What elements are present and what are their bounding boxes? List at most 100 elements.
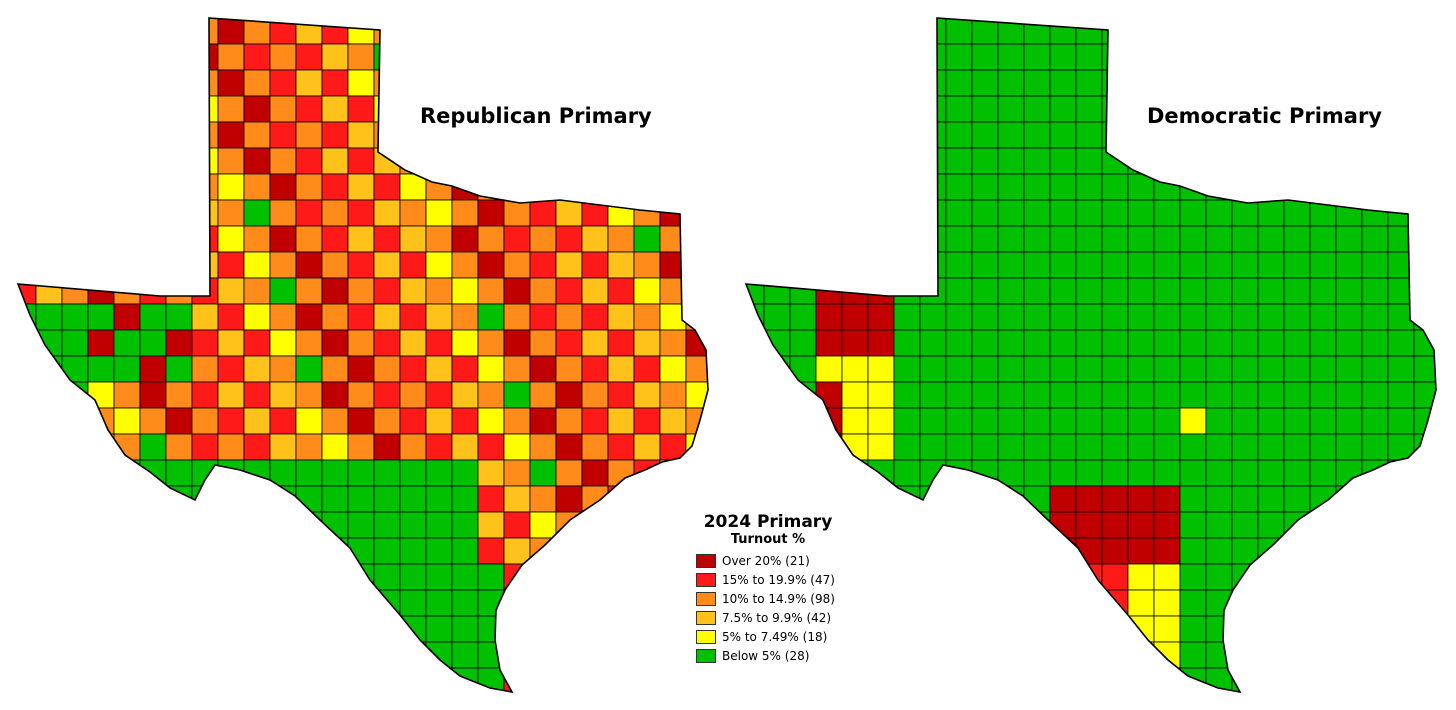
county <box>1127 589 1155 617</box>
county <box>581 641 609 669</box>
county <box>971 199 999 227</box>
county <box>399 485 427 513</box>
county <box>581 277 609 305</box>
county <box>763 43 791 71</box>
county <box>529 147 557 175</box>
county <box>815 433 843 461</box>
county <box>1309 459 1337 487</box>
county <box>919 199 947 227</box>
county <box>1361 225 1389 253</box>
county <box>746 121 765 149</box>
county <box>451 303 479 331</box>
county <box>997 199 1025 227</box>
county <box>35 69 63 97</box>
county <box>893 329 921 357</box>
county <box>945 251 973 279</box>
county <box>581 43 609 71</box>
county <box>867 589 895 617</box>
county <box>841 667 869 692</box>
county <box>1049 563 1077 591</box>
county <box>321 485 349 513</box>
county <box>815 303 843 331</box>
county <box>87 329 115 357</box>
county <box>61 43 89 71</box>
county <box>1205 43 1233 71</box>
county <box>425 563 453 591</box>
county <box>1023 459 1051 487</box>
county <box>1179 199 1207 227</box>
county <box>425 355 453 383</box>
county <box>18 329 37 357</box>
county <box>1361 667 1389 692</box>
county <box>1179 18 1207 45</box>
county <box>763 251 791 279</box>
legend-item: 15% to 19.9% (47) <box>696 570 846 589</box>
county <box>1205 563 1233 591</box>
county <box>217 277 245 305</box>
county <box>191 69 219 97</box>
county <box>269 225 297 253</box>
county <box>139 563 167 591</box>
county <box>1335 18 1363 45</box>
county <box>217 381 245 409</box>
county <box>1023 18 1051 45</box>
county <box>1179 329 1207 357</box>
county <box>87 199 115 227</box>
county <box>1283 511 1311 539</box>
county <box>1283 329 1311 357</box>
county <box>867 485 895 513</box>
county <box>139 121 167 149</box>
county <box>581 173 609 201</box>
county <box>1362 694 1388 710</box>
county <box>1179 433 1207 461</box>
county <box>1257 563 1285 591</box>
county <box>295 277 323 305</box>
county <box>503 537 531 565</box>
county <box>1361 537 1389 565</box>
county <box>945 199 973 227</box>
county <box>1387 485 1415 513</box>
county <box>295 563 323 591</box>
county <box>1153 407 1181 435</box>
county <box>1387 641 1415 669</box>
county <box>165 225 193 253</box>
county <box>555 43 583 71</box>
county <box>945 537 973 565</box>
county <box>1335 173 1363 201</box>
county <box>321 69 349 97</box>
county <box>867 563 895 591</box>
county <box>893 303 921 331</box>
county <box>1309 147 1337 175</box>
county <box>1023 407 1051 435</box>
county <box>139 199 167 227</box>
county <box>451 589 479 617</box>
county <box>867 615 895 643</box>
county <box>997 667 1025 692</box>
county <box>919 18 947 45</box>
county <box>399 18 427 45</box>
county <box>165 563 193 591</box>
county <box>685 251 708 279</box>
county <box>971 95 999 123</box>
county <box>87 147 115 175</box>
county <box>217 121 245 149</box>
county <box>1413 173 1436 201</box>
county <box>87 303 115 331</box>
county <box>191 589 219 617</box>
county <box>763 433 791 461</box>
county <box>243 199 271 227</box>
county <box>347 615 375 643</box>
county <box>87 641 115 669</box>
county <box>789 18 817 45</box>
county <box>477 43 505 71</box>
county <box>217 43 245 71</box>
county <box>841 95 869 123</box>
county <box>685 199 708 227</box>
county <box>893 615 921 643</box>
county <box>633 69 661 97</box>
county <box>269 407 297 435</box>
county <box>997 43 1025 71</box>
county <box>269 615 297 643</box>
county <box>1101 43 1129 71</box>
county <box>659 641 687 669</box>
